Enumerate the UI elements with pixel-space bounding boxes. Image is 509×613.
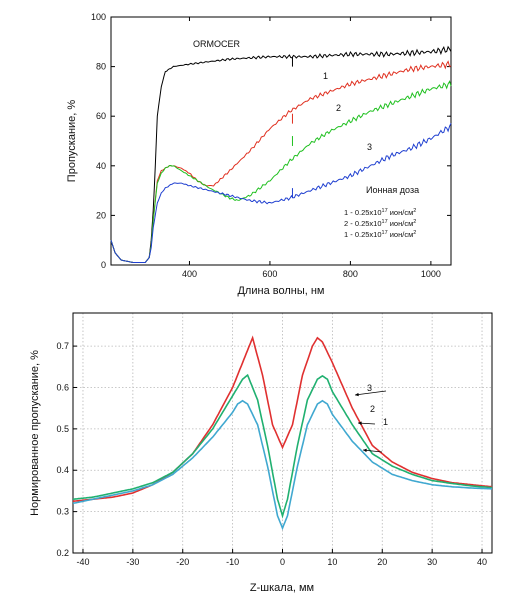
plot1-xtick-label: 1000 xyxy=(421,269,441,279)
dose2-series-line xyxy=(110,80,452,263)
ormocer-series-line xyxy=(110,45,452,263)
plot2-xtick-label: -20 xyxy=(176,557,189,567)
plot2-xtick-label: 0 xyxy=(280,557,285,567)
curve3-series-line xyxy=(72,335,493,503)
legend-entry: 2 - 0.25x1017 ион/см2 xyxy=(344,219,416,228)
plot1-xtick-label: 800 xyxy=(343,269,358,279)
curve2-label: 2 xyxy=(370,404,375,414)
legend-entry-exponent: 17 xyxy=(382,230,388,236)
legend-entry-exponent: 17 xyxy=(382,208,388,214)
plot2-xtick-label: 10 xyxy=(327,557,337,567)
plot1-ytick-label: 0 xyxy=(101,260,106,270)
plot2-xtick-label: -40 xyxy=(76,557,89,567)
curve3-label: 3 xyxy=(367,142,372,152)
legend-entry-exponent: 17 xyxy=(382,219,388,225)
curve2-label: 2 xyxy=(336,103,341,113)
plot1-ytick-label: 60 xyxy=(96,111,106,121)
legend-entry-unit-power: 2 xyxy=(413,219,416,225)
plot2-ytick-label: 0.3 xyxy=(56,507,69,517)
curve-leader-arrowhead xyxy=(355,392,359,397)
plot2-ytick-label: 0.4 xyxy=(56,465,69,475)
curve-leader-arrowhead xyxy=(358,421,362,425)
legend-entry-unit: ион/см xyxy=(388,219,414,228)
plot2-ytick-label: 0.5 xyxy=(56,424,69,434)
plot1-x-axis-label: Длина волны, нм xyxy=(237,285,324,297)
curve1-label: 1 xyxy=(323,71,328,81)
plot1-xtick-label: 400 xyxy=(182,269,197,279)
curve1-series-line xyxy=(72,399,493,531)
plot2-xtick-label: -30 xyxy=(126,557,139,567)
plot2-xtick-label: 30 xyxy=(427,557,437,567)
curve3-label: 3 xyxy=(367,383,372,393)
legend-title: Ионная доза xyxy=(366,185,419,195)
legend-entry-unit: ион/см xyxy=(388,208,414,217)
plot1-xtick-label: 600 xyxy=(262,269,277,279)
plot1-ytick-label: 20 xyxy=(96,210,106,220)
plot2-xtick-label: -10 xyxy=(226,557,239,567)
curve-leader-arrowhead xyxy=(363,448,367,453)
plot1-ytick-label: 40 xyxy=(96,161,106,171)
plot2-x-axis-label: Z-шкала, мм xyxy=(250,582,314,594)
legend-entry-unit: ион/см xyxy=(388,230,414,239)
plot1-y-axis-label: Пропускание, % xyxy=(66,100,78,183)
legend-entry-prefix: 1 - 0.25x10 xyxy=(344,230,382,239)
legend-entry-prefix: 1 - 0.25x10 xyxy=(344,208,382,217)
curve1-label: 1 xyxy=(383,417,388,427)
plot1-ytick-label: 80 xyxy=(96,62,106,72)
dose3-series-line xyxy=(110,122,452,263)
legend-entry: 1 - 0.25x1017 ион/см2 xyxy=(344,208,416,217)
plot2-ytick-label: 0.6 xyxy=(56,382,69,392)
legend-entry: 1 - 0.25x1017 ион/см2 xyxy=(344,230,416,239)
plot2-y-axis-label: Нормированное пропускание, % xyxy=(29,350,41,516)
legend-entry-unit-power: 2 xyxy=(413,230,416,236)
ormocer-label: ORMOCER xyxy=(193,39,241,49)
legend-entry-unit-power: 2 xyxy=(413,208,416,214)
curve2-series-line xyxy=(72,373,493,519)
plot1-ytick-label: 100 xyxy=(91,12,106,22)
curve-leader-line xyxy=(354,390,387,396)
plot2-ytick-label: 0.7 xyxy=(56,341,69,351)
plot2-xtick-label: 40 xyxy=(477,557,487,567)
legend-entry-prefix: 2 - 0.25x10 xyxy=(344,219,382,228)
plot1-frame xyxy=(110,16,452,266)
plot2-ytick-label: 0.2 xyxy=(56,548,69,558)
plot2-xtick-label: 20 xyxy=(377,557,387,567)
